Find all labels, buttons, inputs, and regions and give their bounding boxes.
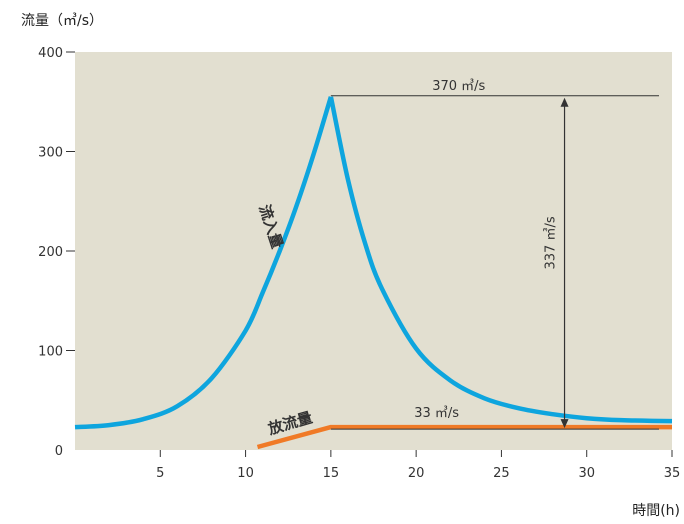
x-tick-label: 20 [408,466,425,481]
x-axis-title: 時間(h) [632,503,680,519]
y-tick-label: 0 [55,444,63,459]
y-axis-title: 流量（㎥/s） [21,13,103,29]
arrow-head-up [560,97,569,107]
outflow-value-label: 33 ㎥/s [414,406,459,421]
x-tick-label: 5 [156,466,164,481]
x-tick-label: 35 [664,466,681,481]
difference-label: 337 ㎥/s [544,216,559,269]
x-tick-label: 30 [578,466,595,481]
y-tick-label: 100 [38,345,63,360]
x-tick-label: 25 [493,466,510,481]
y-tick-label: 300 [38,146,63,161]
inflow-line-falling [328,96,673,424]
x-tick-label: 10 [237,466,254,481]
outflow-line [256,424,672,450]
peak-flow-label: 370 ㎥/s [432,79,485,94]
y-tick-label: 400 [38,46,63,61]
x-tick-label: 15 [323,466,340,481]
plot-background [75,52,672,450]
arrow-head-down [560,419,569,429]
y-tick-label: 200 [38,245,63,260]
plot-area: 0 100 200 300 400 5 10 15 20 25 30 35 370 ㎥/s 33 ㎥/s 3… [38,46,680,481]
inflow-line-rising [74,96,334,430]
